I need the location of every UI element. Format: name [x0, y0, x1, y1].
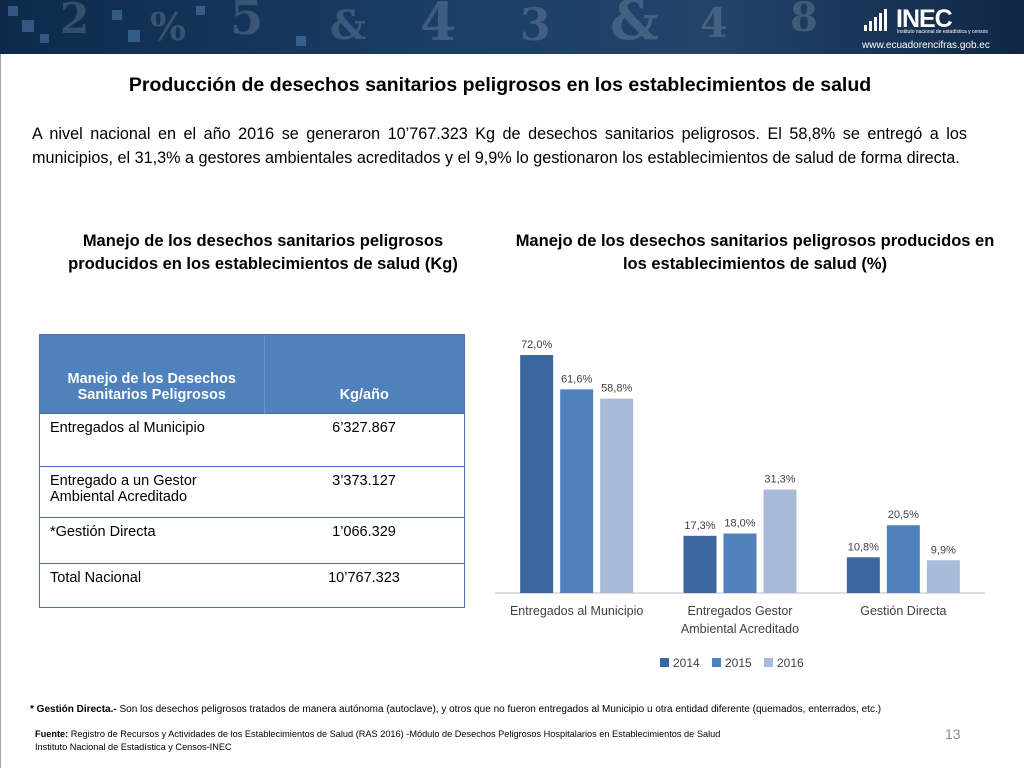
data-label: 72,0% [521, 339, 552, 351]
table-cell-kg: 6’327.867 [264, 412, 464, 466]
table-header-category: Manejo de los Desechos Sanitarios Peligr… [40, 335, 265, 413]
decorative-digit: 2 [60, 0, 90, 43]
decorative-digit: & [330, 2, 367, 49]
legend-label: 2014 [673, 656, 700, 670]
source-note: Fuente: Registro de Recursos y Actividad… [35, 728, 935, 754]
bar [520, 355, 554, 593]
decorative-digit: 3 [520, 0, 551, 51]
logo-url: www.ecuadorencifras.gob.ec [862, 40, 990, 51]
bar [846, 557, 880, 593]
table-cell-kg: 10’767.323 [264, 562, 464, 609]
source-label: Fuente: [35, 729, 69, 739]
kg-table: Manejo de los Desechos Sanitarios Peligr… [39, 334, 465, 609]
table-row: Total Nacional 10’767.323 [40, 562, 464, 609]
data-label: 31,3% [764, 474, 795, 486]
bar [763, 489, 797, 593]
decorative-digit: % [150, 4, 187, 49]
bar-chart: 72,0% 61,6% 58,8% Entregados al Municipio 17… [495, 339, 985, 670]
slide-title: Producción de desechos sanitarios peligr… [128, 74, 872, 96]
footnote: * Gestión Directa.- Son los desechos pel… [30, 704, 1000, 715]
table-cell-category: Entregado a un Gestor Ambiental Acredita… [40, 465, 264, 517]
table-cell-kg: 3’373.127 [264, 465, 464, 517]
table-title: Manejo de los desechos sanitarios peligr… [68, 232, 458, 273]
category-label: Entregados Gestor [688, 604, 793, 618]
bar [723, 533, 757, 593]
table-row: *Gestión Directa 1’066.329 [40, 516, 464, 563]
category-label: Entregados al Municipio [510, 604, 643, 618]
decorative-digit: 5 [230, 0, 264, 46]
table-cell-kg: 1’066.329 [264, 516, 464, 563]
decorative-digit: 4 [420, 0, 457, 53]
page-number: 13 [945, 726, 961, 742]
category-label: Ambiental Acreditado [681, 622, 799, 636]
logo-text: INEC [896, 5, 953, 33]
decorative-digit: 8 [790, 0, 818, 41]
data-label: 17,3% [684, 520, 715, 532]
footnote-label: * Gestión Directa.- [30, 704, 117, 715]
left-divider [0, 54, 1, 768]
legend-swatch [660, 658, 669, 667]
data-label: 61,6% [561, 373, 592, 385]
data-label: 9,9% [931, 544, 956, 556]
bar [926, 560, 960, 593]
data-label: 58,8% [601, 383, 632, 395]
bar [683, 535, 717, 593]
category-label: Gestión Directa [860, 604, 946, 618]
table-header-row: Manejo de los Desechos Sanitarios Peligr… [40, 335, 464, 413]
legend-swatch [712, 658, 721, 667]
bar [560, 389, 594, 593]
data-label: 10,8% [848, 541, 879, 553]
legend-swatch [764, 658, 773, 667]
footnote-text: Son los desechos peligrosos tratados de … [116, 704, 882, 715]
legend-label: 2016 [777, 656, 804, 670]
source-line1: Registro de Recursos y Actividades de lo… [68, 729, 721, 739]
logo-bars-icon [864, 9, 887, 31]
inec-logo: INEC Instituto nacional de estadística y… [862, 5, 994, 51]
data-label: 18,0% [724, 518, 755, 530]
decorative-digit: & [610, 0, 659, 52]
table-header-kg: Kg/año [264, 335, 464, 413]
table-cell-category: *Gestión Directa [40, 516, 264, 563]
chart-title: Manejo de los desechos sanitarios peligr… [515, 232, 995, 273]
logo-subtitle: Instituto nacional de estadística y cens… [897, 29, 988, 35]
table-cell-category: Entregados al Municipio [40, 412, 264, 466]
source-line2: Instituto Nacional de Estadística y Cens… [35, 742, 232, 752]
header-banner: 2 % 5 & 4 3 & 4 8 INEC Instituto naciona… [0, 0, 1024, 54]
table-row: Entregados al Municipio 6’327.867 [40, 412, 464, 466]
intro-paragraph: A nivel nacional en el año 2016 se gener… [32, 125, 967, 167]
decorative-digit: 4 [700, 0, 728, 47]
table-cell-category: Total Nacional [40, 562, 264, 609]
bar [600, 398, 634, 593]
table-row: Entregado a un Gestor Ambiental Acredita… [40, 465, 464, 517]
bar [886, 525, 920, 593]
legend-label: 2015 [725, 656, 752, 670]
data-label: 20,5% [888, 509, 919, 521]
